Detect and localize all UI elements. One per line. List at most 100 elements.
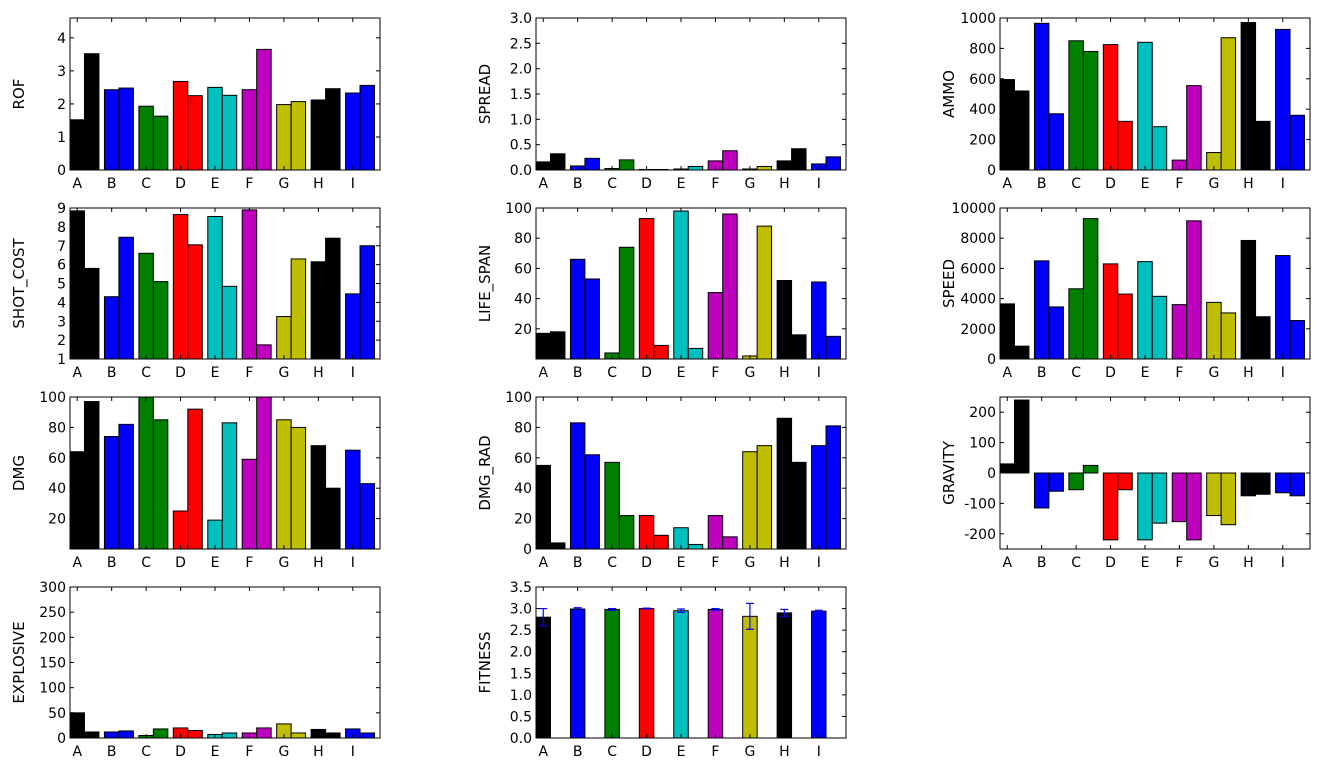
x-tick-label: F	[1175, 365, 1183, 381]
bar-d-s1	[1102, 44, 1119, 171]
y-tick-label: 0	[57, 163, 66, 179]
bar-i-s1	[345, 293, 361, 360]
x-tick-label: I	[351, 365, 355, 381]
x-tick-label: D	[175, 365, 186, 381]
x-tick-label: B	[1037, 555, 1047, 571]
axes-frame	[535, 586, 847, 739]
y-axis-label: LIFE_SPAN	[476, 245, 495, 322]
x-tick-label: A	[72, 365, 82, 381]
bar-c-s1	[1068, 472, 1084, 491]
x-tick-label: G	[744, 176, 755, 192]
bar-e-s1	[207, 215, 223, 360]
bar-d-s1	[172, 214, 189, 360]
bar-d-s1	[638, 515, 655, 550]
bar-b-s2	[584, 278, 600, 360]
x-tick-label: F	[711, 555, 719, 571]
y-tick-label: 0	[523, 542, 532, 558]
bar-a-s2	[83, 731, 100, 739]
x-tick-label: C	[141, 365, 151, 381]
x-tick-label: E	[677, 744, 686, 760]
x-tick-label: F	[245, 555, 253, 571]
y-tick-label: 40	[514, 292, 532, 308]
x-tick-label: E	[1141, 176, 1150, 192]
x-tick-label: G	[278, 176, 289, 192]
bar-i-s2	[1289, 320, 1305, 360]
x-tick-label: F	[711, 744, 719, 760]
bar-f-s2	[1186, 472, 1202, 541]
bar-d-s2	[1117, 472, 1133, 491]
x-tick-label: D	[641, 365, 652, 381]
bar-h-s1	[1240, 22, 1257, 171]
bar-h-s2	[325, 732, 341, 739]
bar-g-s2	[1220, 472, 1237, 526]
bar-f-s2	[1186, 85, 1202, 171]
error-bar-h	[780, 608, 789, 617]
y-tick-label: 1	[57, 130, 66, 146]
bar-i-s2	[359, 732, 375, 739]
y-tick-label: 100	[505, 201, 532, 217]
bar-g-s2	[290, 732, 307, 739]
bar-c-s2	[618, 246, 635, 360]
y-axis-label: GRAVITY	[940, 440, 958, 505]
bar-i-s2	[359, 84, 375, 171]
y-tick-label: 0	[987, 352, 996, 368]
bar-g-s2	[290, 101, 307, 171]
bar-f-s1	[241, 89, 258, 171]
bar-a-s1	[535, 464, 551, 550]
bar-e-s1	[1137, 261, 1153, 360]
bar-b-s1	[1033, 22, 1050, 171]
bar-e-s1	[673, 210, 689, 360]
x-tick-label: A	[1002, 555, 1012, 571]
bar-i-s1	[1275, 255, 1291, 360]
y-tick-label: 8	[57, 220, 66, 236]
axes-frame	[535, 207, 847, 360]
bar-i-s1	[345, 92, 361, 171]
x-tick-label: D	[175, 744, 186, 760]
bar-g-s1	[742, 451, 758, 550]
bar-e-s1	[1137, 41, 1153, 171]
x-tick-label: I	[817, 555, 821, 571]
bar-g-s2	[290, 426, 307, 550]
bar-i-s1	[811, 445, 827, 550]
bar-b-s2	[118, 730, 134, 739]
y-tick-label: 200	[39, 630, 66, 646]
bar-h-s2	[325, 88, 341, 171]
bar-g-s1	[742, 615, 758, 739]
x-tick-label: B	[1037, 176, 1047, 192]
bar-f-s2	[722, 213, 738, 360]
bar-a-s2	[549, 542, 566, 550]
y-axis-label: SPEED	[940, 259, 958, 308]
bar-a-s2	[83, 401, 100, 550]
x-tick-label: D	[641, 744, 652, 760]
y-tick-label: 1.5	[510, 87, 532, 103]
bar-d-s2	[187, 244, 203, 360]
y-tick-label: 0.0	[510, 731, 532, 747]
y-tick-label: 2.0	[510, 62, 532, 78]
bar-i-s2	[1289, 114, 1305, 171]
x-tick-label: A	[538, 555, 548, 571]
x-tick-label: C	[607, 744, 617, 760]
y-tick-label: -100	[964, 496, 996, 512]
y-tick-label: 1.0	[510, 112, 532, 128]
y-tick-label: 100	[969, 436, 996, 452]
y-tick-label: 80	[48, 420, 66, 436]
y-tick-label: 4	[57, 31, 66, 47]
y-axis-label: DMG	[10, 455, 28, 491]
bar-g-s1	[1206, 472, 1222, 517]
x-tick-label: G	[278, 365, 289, 381]
error-bar-f	[711, 607, 720, 611]
bar-a-s1	[69, 210, 85, 360]
x-tick-label: E	[677, 555, 686, 571]
subplot-life-span: 20 40 60 80 100 A B C D E F G H I LIFE_SPAN	[476, 201, 847, 381]
x-tick-label: C	[607, 365, 617, 381]
bar-c-s2	[618, 515, 635, 550]
x-tick-label: I	[351, 555, 355, 571]
y-tick-label: 20	[514, 512, 532, 528]
x-tick-label: B	[107, 176, 117, 192]
x-tick-label: H	[313, 365, 324, 381]
x-tick-label: B	[573, 744, 583, 760]
x-tick-label: C	[1071, 365, 1081, 381]
x-tick-label: H	[313, 176, 324, 192]
bar-g-s2	[1220, 37, 1237, 171]
x-tick-label: B	[107, 744, 117, 760]
